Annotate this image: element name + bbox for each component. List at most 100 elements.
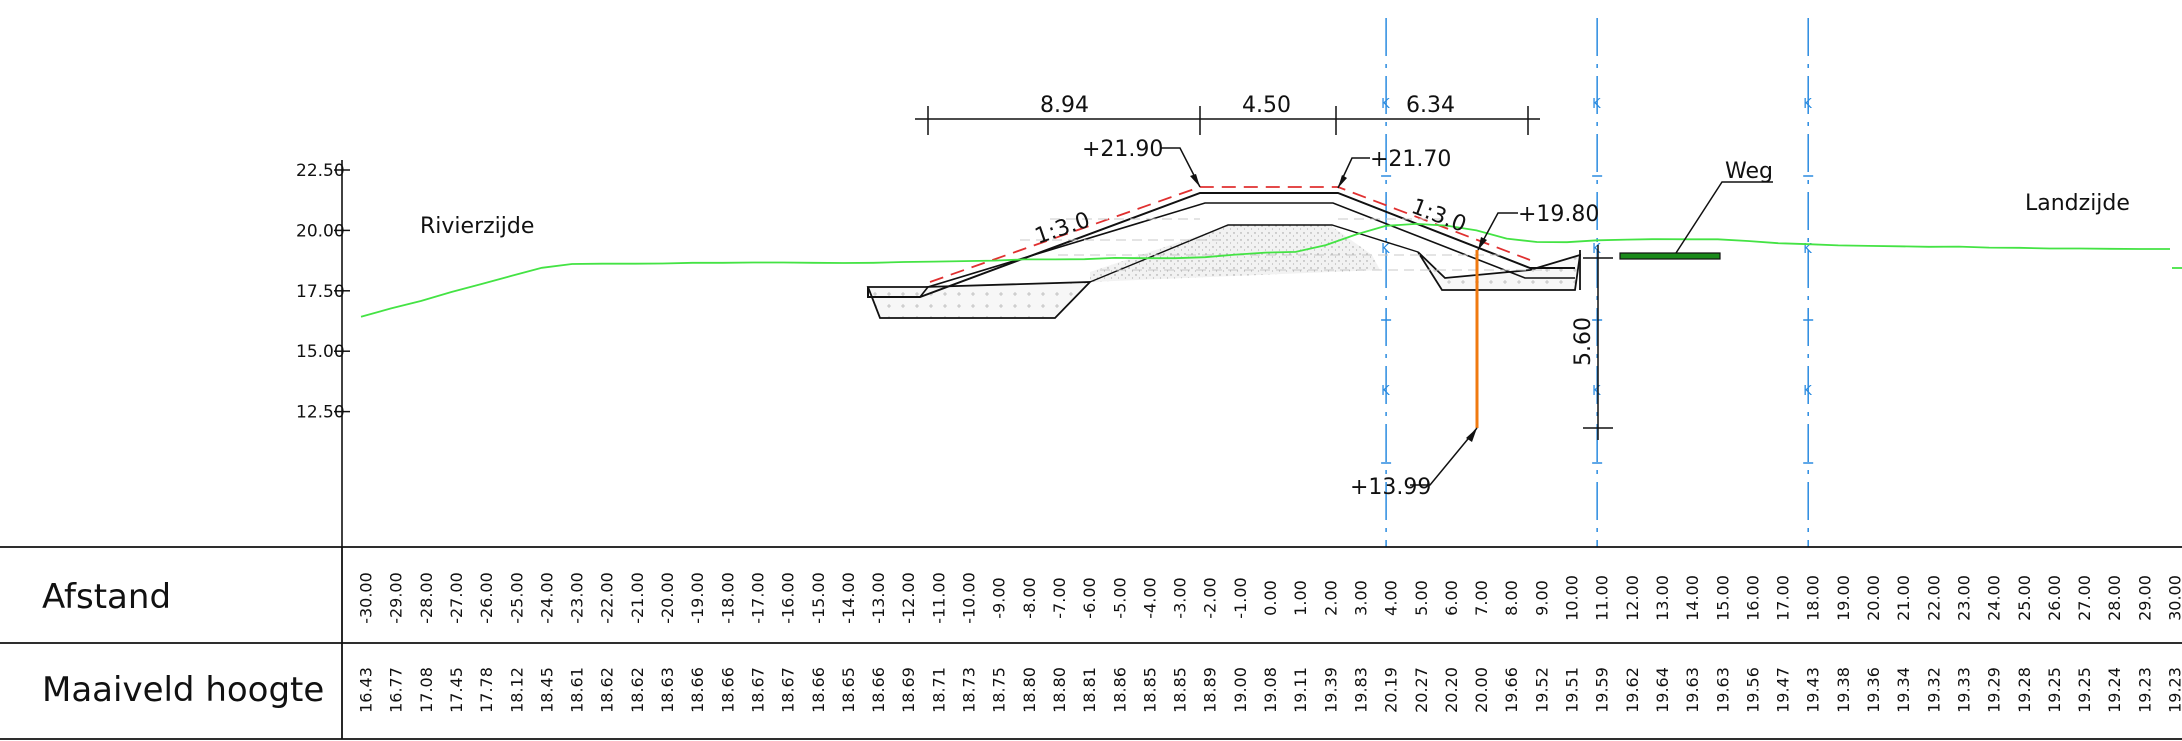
distance-tick-label: 29.00: [2135, 575, 2154, 621]
ground-height-label: 18.66: [688, 667, 707, 713]
distance-tick-label: 5.00: [1412, 580, 1431, 616]
ground-height-label: 19.25: [2075, 667, 2094, 713]
dike-outer-surface: [867, 192, 1575, 298]
distance-tick-label: 12.00: [1623, 575, 1642, 621]
elevation-callouts: +21.90 +21.70 +19.80: [1082, 137, 1599, 251]
axis-line-marker: K: [1803, 97, 1812, 112]
axis-line-marker: K: [1381, 97, 1390, 112]
ground-height-label: 18.62: [598, 667, 617, 713]
distance-tick-label: -1.00: [1231, 577, 1250, 618]
distance-tick-label: 14.00: [1683, 575, 1702, 621]
distance-tick-label: 8.00: [1502, 580, 1521, 616]
dimension-top-left: 8.94: [1040, 93, 1089, 118]
top-dimension-line: 8.94 4.50 6.34: [915, 93, 1540, 135]
ground-height-label: 18.89: [1201, 667, 1220, 713]
ground-height-label: 18.67: [779, 667, 798, 713]
ground-height-label: 19.62: [1623, 667, 1642, 713]
ground-height-label: 17.78: [477, 667, 496, 713]
distance-tick-label: -18.00: [718, 572, 737, 624]
design-profile-red: [929, 186, 1531, 283]
distance-tick-label: 30.00: [2166, 575, 2182, 621]
vertical-dimension-line: 5.60: [1571, 245, 1613, 440]
road-symbol: Weg: [1619, 159, 1773, 260]
distance-row: -30.00 -29.00 -28.00 -27.00 -26.00 -25.00 -24.…: [357, 572, 2182, 624]
ground-height-label: 19.36: [1864, 667, 1883, 713]
distance-tick-label: 2.00: [1321, 580, 1340, 616]
axis-line-marker: K: [1592, 97, 1601, 112]
river-side-label: Rivierzijde: [420, 214, 534, 239]
distance-tick-label: -3.00: [1171, 577, 1190, 618]
ground-height-label: 18.80: [1020, 667, 1039, 713]
ground-height-label: 19.32: [1924, 667, 1943, 713]
dike-profile: [866, 186, 1582, 319]
ground-height-label: 19.24: [2105, 667, 2124, 713]
ground-height-label: 18.66: [869, 667, 888, 713]
ground-height-label: 18.73: [960, 667, 979, 713]
ground-height-label: 18.80: [1050, 667, 1069, 713]
distance-tick-label: -12.00: [899, 572, 918, 624]
distance-tick-label: -10.00: [960, 572, 979, 624]
ground-height-label: 19.23: [2135, 667, 2154, 713]
distance-tick-label: 16.00: [1743, 575, 1762, 621]
distance-tick-label: -20.00: [658, 572, 677, 624]
y-tick-label: 22.50: [296, 161, 345, 181]
ground-height-label: 16.43: [357, 667, 376, 713]
ground-height-label: 19.00: [1231, 667, 1250, 713]
distance-tick-label: 6.00: [1442, 580, 1461, 616]
right-toe-trench: [1417, 251, 1582, 291]
distance-tick-label: -28.00: [417, 572, 436, 624]
ground-height-row: 16.43 16.77 17.08 17.45 17.78 18.12 18.45 18.61…: [357, 667, 2182, 713]
ground-height-label: 19.43: [1804, 667, 1823, 713]
distance-tick-label: -27.00: [447, 572, 466, 624]
distance-tick-label: 27.00: [2075, 575, 2094, 621]
dimension-top-right: 6.34: [1406, 93, 1455, 118]
ground-height-label: 19.11: [1291, 667, 1310, 713]
axis-line-marker: K: [1803, 242, 1812, 257]
crest-right-elevation: +21.70: [1370, 147, 1451, 172]
distance-tick-label: 19.00: [1834, 575, 1853, 621]
distance-tick-label: 23.00: [1954, 575, 1973, 621]
dimension-top-mid: 4.50: [1242, 93, 1291, 118]
ground-height-label: 18.67: [748, 667, 767, 713]
berm-elevation: +19.80: [1518, 202, 1599, 227]
ground-height-label: 18.85: [1171, 667, 1190, 713]
distance-tick-label: -23.00: [568, 572, 587, 624]
ground-height-label: 18.86: [1110, 667, 1129, 713]
ground-height-label: 20.19: [1382, 667, 1401, 713]
ground-height-label: 20.00: [1472, 667, 1491, 713]
distance-tick-label: 11.00: [1593, 575, 1612, 621]
distance-tick-label: 22.00: [1924, 575, 1943, 621]
ground-height-label: 18.81: [1080, 667, 1099, 713]
distance-tick-label: -22.00: [598, 572, 617, 624]
y-tick-label: 17.50: [296, 282, 345, 302]
dike-core: [1090, 225, 1380, 282]
distance-tick-label: -2.00: [1201, 577, 1220, 618]
y-tick-label: 12.50: [296, 403, 345, 423]
ground-height-label: 19.59: [1593, 667, 1612, 713]
ground-height-label: 19.34: [1894, 667, 1913, 713]
axis-line-marker: K: [1803, 384, 1812, 399]
ground-height-label: 19.39: [1321, 667, 1340, 713]
distance-tick-label: -8.00: [1020, 577, 1039, 618]
ground-height-label: 20.20: [1442, 667, 1461, 713]
row-label-ground-height: Maaiveld hoogte: [42, 670, 324, 710]
ground-height-label: 18.69: [899, 667, 918, 713]
distance-tick-label: 7.00: [1472, 580, 1491, 616]
ground-height-label: 19.08: [1261, 667, 1280, 713]
distance-tick-label: 10.00: [1563, 575, 1582, 621]
y-axis: 22.50 20.00 17.50 15.00 12.50: [296, 160, 350, 548]
ground-height-label: 19.51: [1563, 667, 1582, 713]
ground-height-label: 19.29: [1985, 667, 2004, 713]
distance-tick-label: -29.00: [387, 572, 406, 624]
profile-table: Afstand Maaiveld hoogte -30.00 -29.00 -28.…: [0, 546, 2182, 740]
borehole-line: +13.99: [1350, 250, 1479, 500]
ground-level-line: [360, 222, 2170, 318]
ground-height-label: 19.64: [1653, 667, 1672, 713]
distance-tick-label: -19.00: [688, 572, 707, 624]
dimension-vertical: 5.60: [1571, 317, 1596, 366]
land-side-label: Landzijde: [2025, 191, 2130, 216]
ground-height-label: 18.12: [507, 667, 526, 713]
distance-tick-label: -24.00: [537, 572, 556, 624]
distance-tick-label: 25.00: [2015, 575, 2034, 621]
left-toe-trench: [866, 281, 1093, 319]
